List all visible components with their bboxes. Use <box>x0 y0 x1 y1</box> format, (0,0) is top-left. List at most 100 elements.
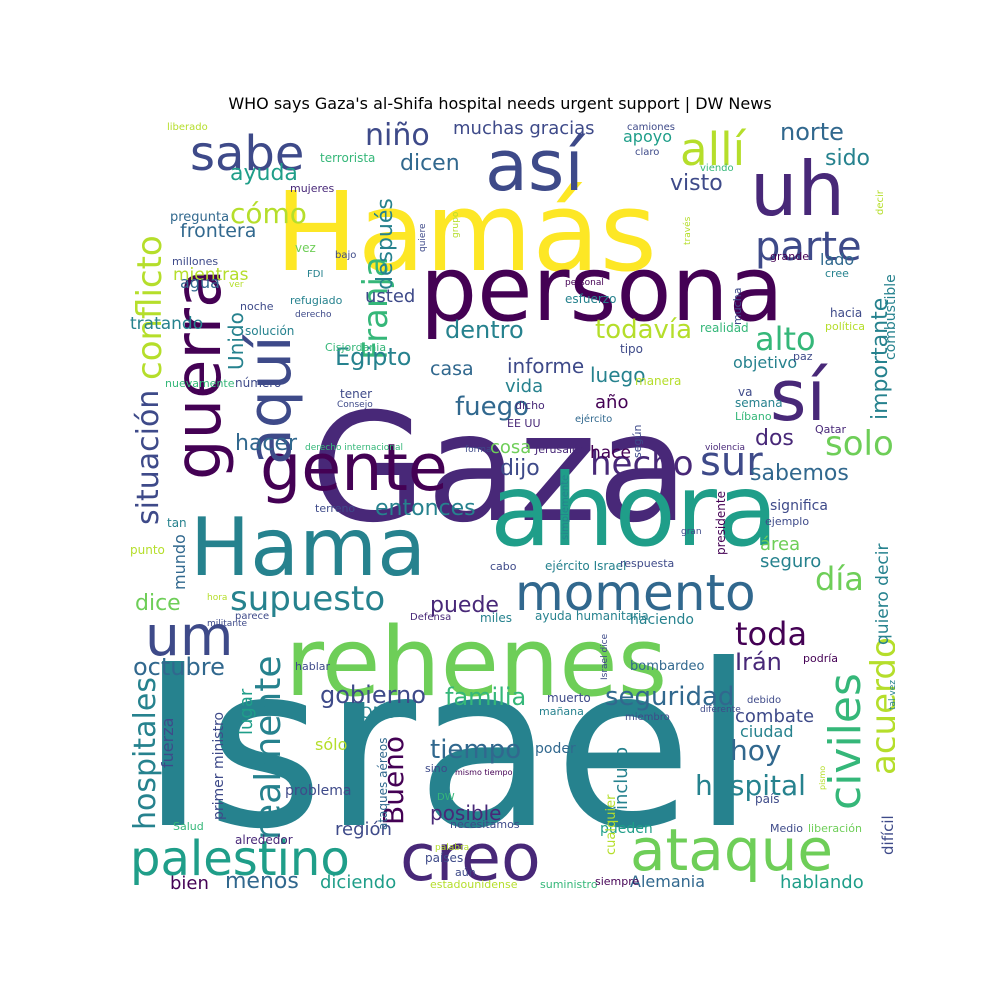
word-hacer: hacer <box>235 431 298 456</box>
word-como: cómo <box>230 197 307 230</box>
word-dicho: dicho <box>515 399 545 412</box>
word-despues: después <box>373 198 398 290</box>
word-hoy: hoy <box>730 734 781 767</box>
word-fdi: FDI <box>307 269 323 280</box>
word-dijo: dijo <box>500 456 540 481</box>
word-cisjordania: Cisjordania <box>325 341 386 354</box>
word-parte: parte <box>755 224 862 270</box>
word-gaza: Gaza <box>310 382 689 556</box>
word-familia: familia <box>445 683 526 711</box>
word-alto: alto <box>755 320 816 358</box>
word-rehenes: rehenes <box>285 608 667 718</box>
word-dentro: dentro <box>445 316 524 344</box>
word-sino: sino <box>425 762 448 775</box>
word-qatar: Qatar <box>815 423 846 436</box>
word-solo: sólo <box>315 735 347 754</box>
word-bombardeo: bombardeo <box>630 659 704 674</box>
word-nuevamente: nuevamente <box>165 377 235 390</box>
word-manana: mañana <box>539 705 584 718</box>
word-israel: Israel <box>140 617 755 879</box>
word-area: área <box>760 534 800 555</box>
word-realidad: realidad <box>700 321 749 335</box>
word-liberado: liberado <box>167 122 208 133</box>
word-usted: usted <box>365 286 415 307</box>
word-informe: informe <box>507 354 584 378</box>
word-bien: bien <box>170 873 209 890</box>
word-hacia: hacia <box>830 306 862 320</box>
word-jerusalen: Jerusalén <box>534 443 586 456</box>
word-dos: dos <box>755 426 794 451</box>
word-militante: militante <box>207 619 248 629</box>
word-sabemos: sabemos <box>750 461 849 486</box>
word-acuerdo: acuerdo <box>864 637 895 775</box>
word-hama: Hama <box>190 501 426 594</box>
word-situacion: situación <box>131 390 166 525</box>
word-necesitamos: necesitamos <box>450 818 520 831</box>
word-bueno: Bueno <box>377 736 410 825</box>
word-mucha: mucha <box>731 288 744 325</box>
word-ahora: ahora <box>490 452 778 569</box>
word-paises: países <box>425 851 463 865</box>
word-cree: cree <box>825 267 849 280</box>
word-lado: lado <box>820 250 854 269</box>
word-libano: Líbano <box>735 410 772 423</box>
word-unido: Unido <box>224 312 248 370</box>
word-hospitales: hospitales <box>128 677 163 830</box>
word-cabo: cabo <box>490 560 517 573</box>
word-primer-ministro: primer ministro <box>211 712 227 820</box>
word-octubre: octubre <box>133 653 225 681</box>
word-hora: hora <box>207 593 227 603</box>
word-seguridad: seguridad <box>605 682 734 712</box>
word-hablando: hablando <box>780 872 864 890</box>
word-pueden: pueden <box>600 821 653 837</box>
word-solo: solo <box>825 424 894 464</box>
word-creo: creo <box>400 821 541 890</box>
word-onu: ONU <box>360 703 396 722</box>
word-vez: vez <box>295 241 316 255</box>
word-liberacion: liberación <box>808 822 862 835</box>
word-refugiado: refugiado <box>290 294 343 307</box>
word-hecho: hecho <box>590 444 694 484</box>
word-muchas-gracias: muchas gracias <box>453 120 595 139</box>
word-punto: punto <box>130 543 165 557</box>
word-lugar: lugar <box>236 688 257 735</box>
word-hospital: hospital <box>695 769 806 802</box>
word-paz: paz <box>793 350 813 363</box>
word-conflicto: conflicto <box>130 235 170 380</box>
word-estadounidense: estadounidense <box>430 878 518 890</box>
word-traves: través <box>682 216 693 245</box>
word-ciudad: ciudad <box>740 722 794 741</box>
word-alemania: Alemania <box>630 872 705 890</box>
word-entonces: entonces <box>375 496 476 521</box>
word-bajo: bajo <box>335 250 356 261</box>
word-incluso: incluso <box>611 747 632 810</box>
word-palestino: palestino <box>130 831 350 887</box>
word-salud: Salud <box>173 820 204 833</box>
word-haciendo: haciendo <box>630 612 694 628</box>
word-um: um <box>145 604 233 668</box>
word-uh: uh <box>750 145 845 233</box>
word-dw: DW <box>437 792 455 803</box>
word-fuego: fuego <box>455 392 529 422</box>
word-viendo: viendo <box>700 163 734 174</box>
word-terreno: terreno <box>315 502 355 515</box>
word-simplemente: simplemente <box>560 475 571 540</box>
word-cosa: cosa <box>490 437 531 458</box>
word-dice: dice <box>135 591 181 616</box>
word-region: región <box>335 819 392 840</box>
word-iran: Irán <box>735 648 782 676</box>
word-apoyo: apoyo <box>623 127 672 146</box>
word-ayuda: ayuda <box>230 161 298 186</box>
word-tener: tener <box>340 387 372 401</box>
word-gobierno: gobierno <box>320 681 426 709</box>
word-poder: poder <box>535 741 576 757</box>
word-podria: podría <box>803 652 838 665</box>
word-ayuda-humanitaria: ayuda humanitaria <box>535 609 649 623</box>
word-mundo: mundo <box>170 534 189 590</box>
word-quiere: quiere <box>418 223 428 252</box>
word-supuesto: supuesto <box>230 579 385 619</box>
word-pais: país <box>755 792 780 806</box>
word-puede: puede <box>430 593 499 618</box>
word-muerto: muerto <box>547 691 591 705</box>
word-gran: gran <box>681 527 702 537</box>
